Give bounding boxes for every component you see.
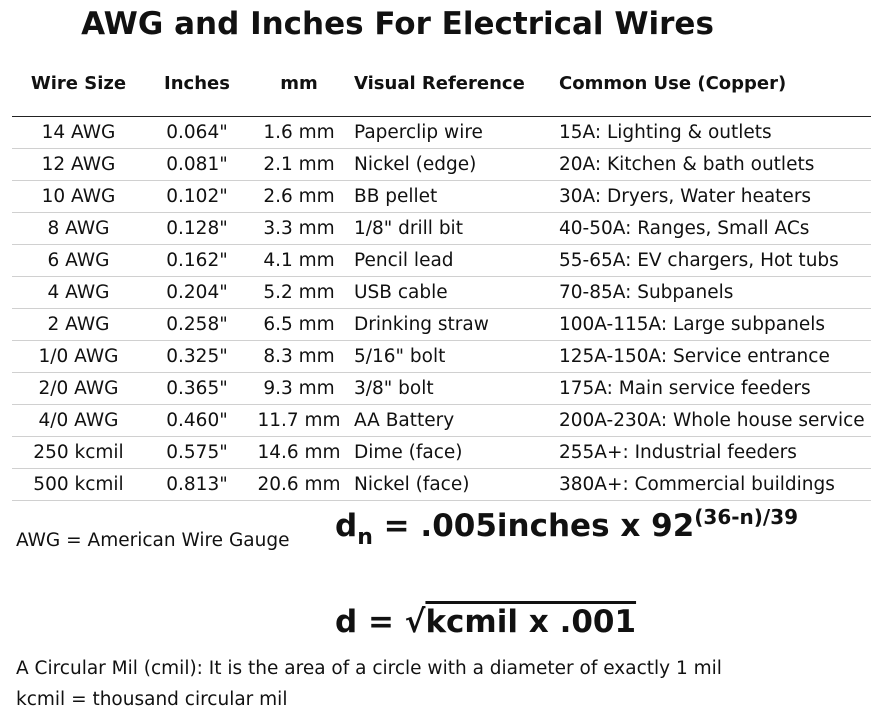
table-cell: 4/0 AWG: [12, 404, 145, 437]
table-cell: 1.6 mm: [249, 116, 349, 149]
table-body: 14 AWG 0.064" 1.6 mm Paperclip wire 15A: Lig…: [12, 116, 871, 501]
table-cell: 14.6 mm: [249, 436, 349, 469]
table-row: 4/0 AWG 0.460" 11.7 mm AA Battery 200A-230A:…: [12, 404, 871, 437]
table-cell: 3.3 mm: [249, 212, 349, 245]
column-header: mm: [249, 60, 349, 117]
formula-text: = .005inches x 92: [372, 508, 695, 544]
table-cell: 255A+: Industrial feeders: [559, 436, 871, 469]
table-cell: 3/8" bolt: [349, 372, 559, 405]
table-cell: 500 kcmil: [12, 468, 145, 501]
table-cell: USB cable: [349, 276, 559, 309]
table-cell: 4 AWG: [12, 276, 145, 309]
table-row: 1/0 AWG 0.325" 8.3 mm 5/16" bolt 125A-150A: …: [12, 340, 871, 373]
table-cell: 125A-150A: Service entrance: [559, 340, 871, 373]
table-cell: 0.258": [145, 308, 249, 341]
formula-awg: dn = .005inches x 92(36-n)/39: [335, 505, 798, 550]
table-cell: Dime (face): [349, 436, 559, 469]
table-cell: 10 AWG: [12, 180, 145, 213]
header-row: Wire Size Inches mm Visual Reference Common …: [12, 60, 871, 117]
table-cell: 380A+: Commercial buildings: [559, 468, 871, 501]
table-cell: 9.3 mm: [249, 372, 349, 405]
kcmil-note: kcmil = thousand circular mil: [16, 689, 288, 710]
table-cell: 0.162": [145, 244, 249, 277]
table-cell: 0.081": [145, 148, 249, 181]
table-cell: 0.575": [145, 436, 249, 469]
table-row: 500 kcmil 0.813" 20.6 mm Nickel (face) 380A+…: [12, 468, 871, 501]
table-cell: Drinking straw: [349, 308, 559, 341]
formula-text: d =: [335, 604, 405, 640]
table-cell: 0.325": [145, 340, 249, 373]
table-cell: 2 AWG: [12, 308, 145, 341]
table-row: 10 AWG 0.102" 2.6 mm BB pellet 30A: Dryers, …: [12, 180, 871, 213]
column-header: Common Use (Copper): [559, 60, 871, 117]
table-cell: 20.6 mm: [249, 468, 349, 501]
table-cell: 100A-115A: Large subpanels: [559, 308, 871, 341]
table-cell: 250 kcmil: [12, 436, 145, 469]
formula-text: kcmil x .001: [425, 604, 637, 640]
table-cell: 0.460": [145, 404, 249, 437]
awg-note: AWG = American Wire Gauge: [16, 530, 290, 551]
table-cell: Pencil lead: [349, 244, 559, 277]
table-cell: Paperclip wire: [349, 116, 559, 149]
cmil-note: A Circular Mil (cmil): It is the area of…: [16, 658, 722, 679]
root-sign: √: [404, 604, 426, 640]
table-cell: 175A: Main service feeders: [559, 372, 871, 405]
table-cell: 8.3 mm: [249, 340, 349, 373]
table-cell: 0.064": [145, 116, 249, 149]
table-row: 250 kcmil 0.575" 14.6 mm Dime (face) 255A+: …: [12, 436, 871, 469]
table-cell: 1/0 AWG: [12, 340, 145, 373]
column-header: Inches: [145, 60, 249, 117]
table-cell: Nickel (edge): [349, 148, 559, 181]
table-cell: 20A: Kitchen & bath outlets: [559, 148, 871, 181]
table-cell: BB pellet: [349, 180, 559, 213]
table-cell: 2.6 mm: [249, 180, 349, 213]
table-cell: 15A: Lighting & outlets: [559, 116, 871, 149]
formula-exponent: (36-n)/39: [694, 505, 799, 529]
table-cell: 4.1 mm: [249, 244, 349, 277]
formula-kcmil: d = √kcmil x .001: [335, 604, 636, 640]
table-cell: 6 AWG: [12, 244, 145, 277]
table-cell: 2/0 AWG: [12, 372, 145, 405]
table-cell: 2.1 mm: [249, 148, 349, 181]
table-cell: Nickel (face): [349, 468, 559, 501]
table-cell: 12 AWG: [12, 148, 145, 181]
table-cell: 6.5 mm: [249, 308, 349, 341]
table-cell: 0.204": [145, 276, 249, 309]
table-cell: 14 AWG: [12, 116, 145, 149]
table-row: 4 AWG 0.204" 5.2 mm USB cable 70-85A: Subpan…: [12, 276, 871, 309]
table-row: 2/0 AWG 0.365" 9.3 mm 3/8" bolt 175A: Main s…: [12, 372, 871, 405]
table-row: 6 AWG 0.162" 4.1 mm Pencil lead 55-65A: EV c…: [12, 244, 871, 277]
table-cell: 0.128": [145, 212, 249, 245]
table-cell: 1/8" drill bit: [349, 212, 559, 245]
table-cell: 55-65A: EV chargers, Hot tubs: [559, 244, 871, 277]
table-cell: 70-85A: Subpanels: [559, 276, 871, 309]
formula-subscript: n: [357, 525, 373, 550]
table-cell: 5.2 mm: [249, 276, 349, 309]
table-cell: 0.813": [145, 468, 249, 501]
table-cell: 5/16" bolt: [349, 340, 559, 373]
formula-text: d: [335, 508, 358, 544]
wire-table: Wire Size Inches mm Visual Reference Common …: [12, 60, 871, 501]
table-row: 2 AWG 0.258" 6.5 mm Drinking straw 100A-115A…: [12, 308, 871, 341]
table-cell: 40-50A: Ranges, Small ACs: [559, 212, 871, 245]
table-row: 14 AWG 0.064" 1.6 mm Paperclip wire 15A: Lig…: [12, 116, 871, 149]
column-header: Visual Reference: [349, 60, 559, 117]
table-cell: 11.7 mm: [249, 404, 349, 437]
table-cell: AA Battery: [349, 404, 559, 437]
title: AWG and Inches For Electrical Wires: [81, 6, 714, 42]
table-cell: 8 AWG: [12, 212, 145, 245]
table-cell: 0.365": [145, 372, 249, 405]
table-row: 8 AWG 0.128" 3.3 mm 1/8" drill bit 40-50A: R…: [12, 212, 871, 245]
table-cell: 0.102": [145, 180, 249, 213]
table-row: 12 AWG 0.081" 2.1 mm Nickel (edge) 20A: Kitc…: [12, 148, 871, 181]
table-cell: 30A: Dryers, Water heaters: [559, 180, 871, 213]
column-header: Wire Size: [12, 60, 145, 117]
table-cell: 200A-230A: Whole house service: [559, 404, 871, 437]
